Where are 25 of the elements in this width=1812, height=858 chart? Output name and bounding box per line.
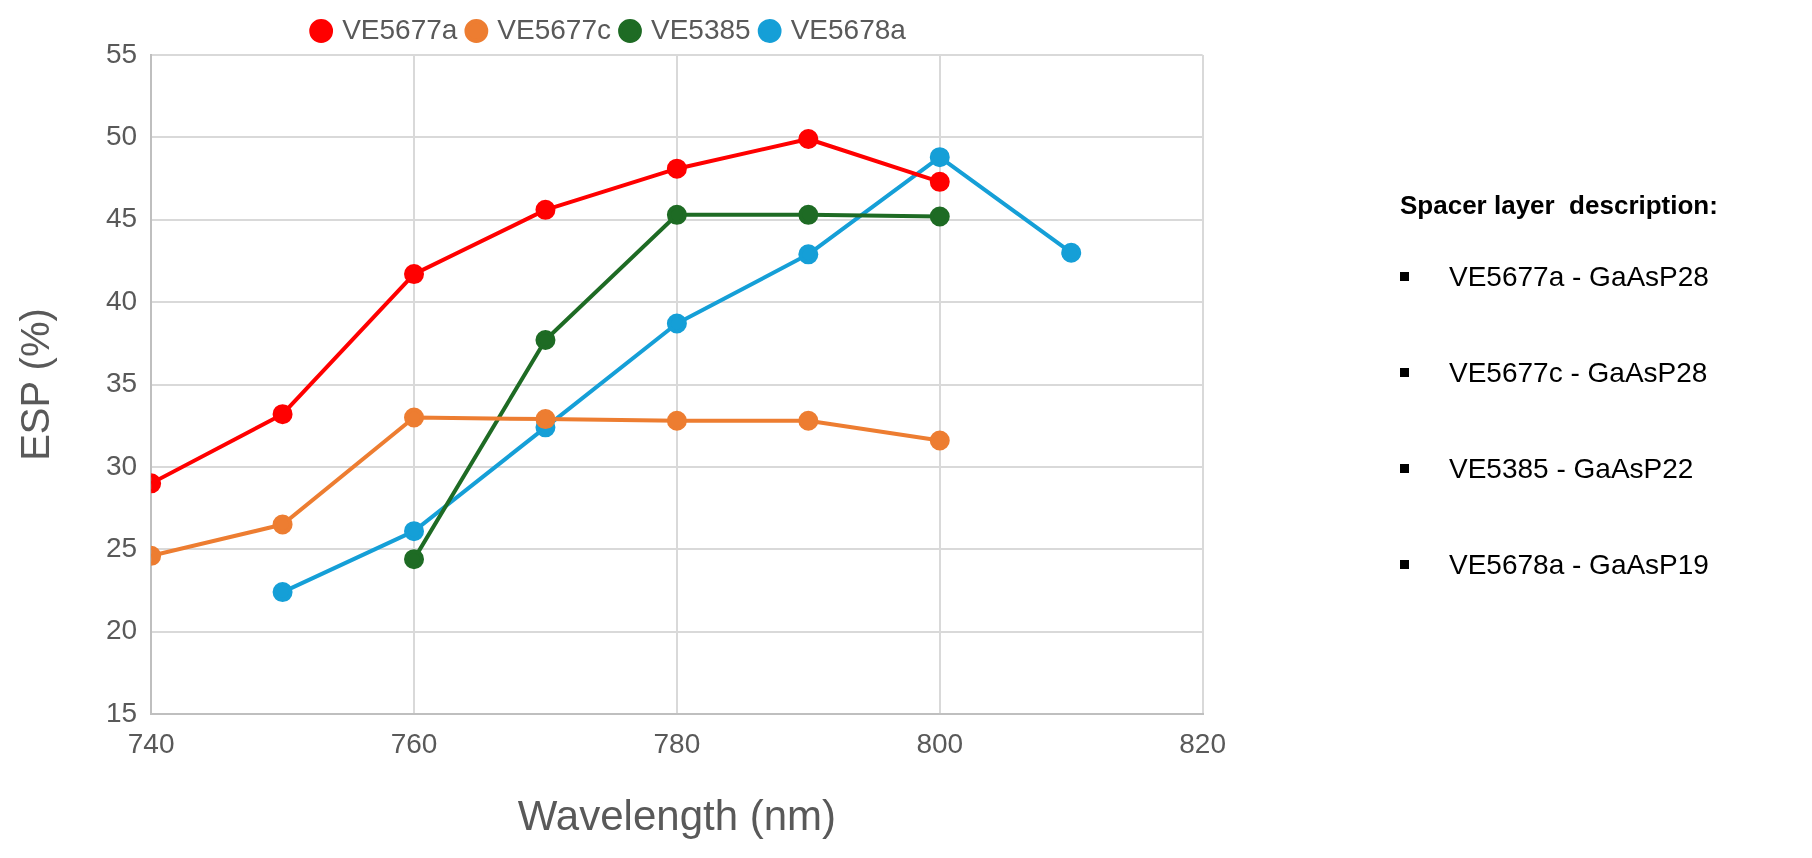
legend-label: VE5678a <box>790 13 907 45</box>
text: VE5677a - GaAsP28 <box>1449 261 1709 293</box>
y-tick-label: 30 <box>105 449 138 481</box>
y-tick-label: 35 <box>105 367 138 399</box>
x-tick-label: 820 <box>1179 727 1226 759</box>
y-tick-label: 40 <box>105 284 138 316</box>
y-tick-label: 25 <box>105 531 138 563</box>
legend-label: VE5677c <box>497 13 611 45</box>
legend-label: VE5385 <box>651 13 751 45</box>
x-tick-label: 780 <box>653 727 701 759</box>
y-tick-label: 45 <box>105 202 138 234</box>
y-tick-label: 55 <box>105 37 138 69</box>
legend-label: VE5677a <box>342 13 458 45</box>
text: Spacer layer description: <box>1400 190 1719 221</box>
text: VE5385 - GaAsP22 <box>1449 453 1694 485</box>
text: VE5677c - GaAsP28 <box>1449 357 1708 389</box>
y-tick-label: 20 <box>105 614 138 646</box>
y-tick-label: 50 <box>105 120 138 152</box>
x-axis-title: Wavelength (nm) <box>517 792 837 840</box>
text: VE5678a - GaAsP19 <box>1449 549 1709 581</box>
y-tick-label: 15 <box>105 696 138 728</box>
x-tick-label: 800 <box>916 727 964 759</box>
y-axis-title: ESP (%) <box>13 308 58 461</box>
x-tick-label: 760 <box>390 727 438 759</box>
x-tick-label: 740 <box>127 727 175 759</box>
